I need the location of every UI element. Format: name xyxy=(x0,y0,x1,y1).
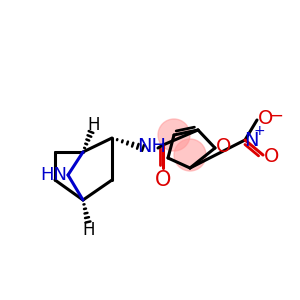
Text: O: O xyxy=(216,137,232,157)
Text: HN: HN xyxy=(40,166,68,184)
Text: N: N xyxy=(244,130,258,149)
Text: O: O xyxy=(264,146,280,166)
Text: O: O xyxy=(258,109,274,128)
Circle shape xyxy=(158,119,190,151)
Text: NH: NH xyxy=(137,137,166,157)
Text: H: H xyxy=(88,116,100,134)
Text: O: O xyxy=(155,170,171,190)
Text: +: + xyxy=(253,124,265,138)
Text: −: − xyxy=(269,107,283,125)
Text: H: H xyxy=(83,221,95,239)
Circle shape xyxy=(174,139,206,171)
